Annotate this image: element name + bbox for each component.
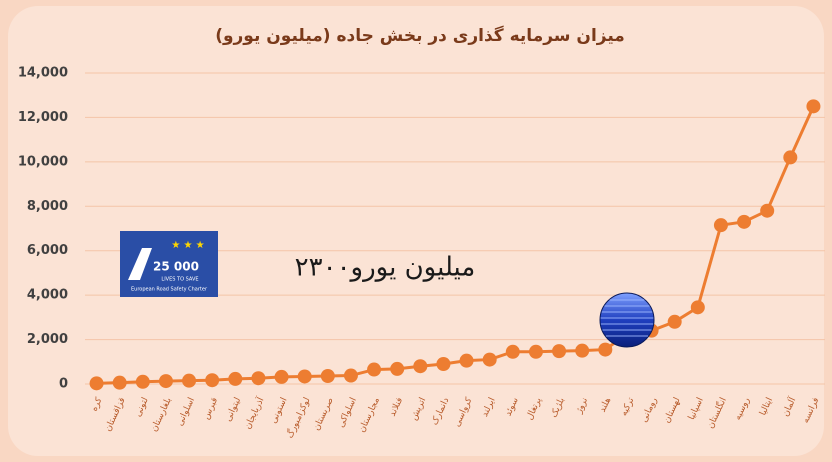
annotation: میلیون یورو۲۳۰۰ bbox=[295, 253, 476, 283]
chart: میزان سرمایه گذاری در بخش جاده (میلیون ی… bbox=[0, 0, 832, 462]
point bbox=[344, 369, 358, 383]
point bbox=[737, 215, 751, 229]
point bbox=[182, 374, 196, 388]
point bbox=[668, 315, 682, 329]
point bbox=[529, 345, 543, 359]
y-tick-label: 14,000 bbox=[18, 66, 68, 81]
y-tick-label: 2,000 bbox=[27, 332, 68, 347]
point bbox=[436, 357, 450, 371]
point bbox=[783, 150, 797, 164]
point bbox=[390, 362, 404, 376]
point bbox=[413, 359, 427, 373]
logo: 25 000 LIVES TO SAVE European Road Safet… bbox=[120, 231, 218, 297]
point bbox=[205, 373, 219, 387]
highlight-ball bbox=[600, 293, 654, 347]
point bbox=[136, 375, 150, 389]
point bbox=[598, 343, 612, 357]
point bbox=[714, 218, 728, 232]
point bbox=[760, 204, 774, 218]
point bbox=[575, 344, 589, 358]
y-tick-label: 12,000 bbox=[18, 110, 68, 125]
logo-line1: LIVES TO SAVE bbox=[161, 277, 198, 283]
logo-stars: ★ ★ ★ bbox=[171, 240, 204, 251]
point bbox=[483, 353, 497, 367]
point bbox=[552, 344, 566, 358]
point bbox=[506, 345, 520, 359]
point bbox=[806, 99, 820, 113]
y-tick-label: 4,000 bbox=[27, 288, 68, 303]
point bbox=[460, 354, 474, 368]
point bbox=[367, 363, 381, 377]
point bbox=[321, 369, 335, 383]
y-tick-label: 6,000 bbox=[27, 243, 68, 258]
point bbox=[90, 376, 104, 390]
chart-title: میزان سرمایه گذاری در بخش جاده (میلیون ی… bbox=[215, 25, 625, 46]
point bbox=[228, 372, 242, 386]
point bbox=[275, 370, 289, 384]
logo-number: 25 000 bbox=[153, 260, 199, 274]
point bbox=[113, 376, 127, 390]
point bbox=[691, 300, 705, 314]
y-tick-label: 10,000 bbox=[18, 154, 68, 169]
y-tick-label: 0 bbox=[59, 377, 68, 392]
point bbox=[251, 371, 265, 385]
y-tick-label: 8,000 bbox=[27, 199, 68, 214]
point bbox=[298, 369, 312, 383]
point bbox=[159, 374, 173, 388]
logo-line2: European Road Safety Charter bbox=[131, 287, 208, 293]
